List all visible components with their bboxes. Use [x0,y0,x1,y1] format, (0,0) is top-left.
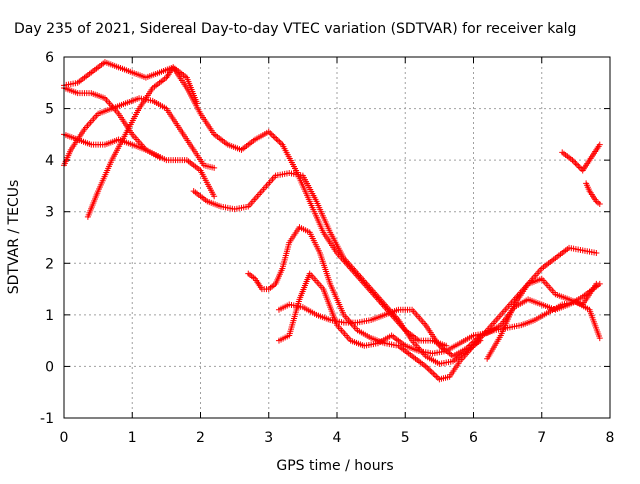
plus-marker [443,342,450,349]
grid-layer [64,57,610,418]
plus-marker [276,138,283,145]
x-tick-label: 3 [264,430,273,446]
plus-marker [572,160,579,167]
plus-marker [267,130,274,137]
plus-marker [428,369,435,376]
ticks-layer: 0 1 2 3 4 5 6 7 8 -1 0 1 2 3 4 5 6 [40,50,614,446]
plus-marker [573,161,580,168]
x-tick-label: 0 [60,430,69,446]
plus-marker [211,193,218,200]
data-series [275,270,603,357]
data-series [61,95,218,171]
plus-marker [274,137,281,144]
x-tick-label: 4 [333,430,342,446]
plus-marker [427,367,434,374]
plus-marker [569,157,576,164]
y-tick-label: 3 [45,205,54,221]
x-tick-label: 1 [128,430,137,446]
x-tick-label: 2 [196,430,205,446]
plus-marker [271,134,278,141]
data-series [484,275,600,362]
y-tick-label: 4 [45,153,54,169]
y-tick-label: 1 [45,308,54,324]
data-series [84,64,201,220]
y-tick-label: 5 [45,102,54,118]
plus-marker [575,163,582,170]
y-tick-label: 2 [45,256,54,272]
data-series [275,298,603,360]
plus-marker [431,372,438,379]
plus-marker [596,200,603,207]
plus-marker [596,335,603,342]
x-tick-label: 7 [537,430,546,446]
plot-frame [63,56,611,419]
plus-marker [570,158,577,165]
x-tick-label: 8 [606,430,615,446]
plus-marker [576,164,583,171]
plus-marker [596,141,603,148]
plus-marker [270,133,277,140]
plus-marker [424,364,431,371]
plus-marker [211,164,218,171]
chart-title: Day 235 of 2021, Sidereal Day-to-day VTE… [14,21,576,37]
plus-marker [593,249,600,256]
y-tick-label: 0 [45,359,54,375]
data-series [583,180,603,207]
y-axis-label: SDTVAR / TECUs [6,180,22,295]
marks-layer [61,59,603,383]
x-tick-label: 5 [401,430,410,446]
x-axis-label: GPS time / hours [276,458,393,474]
x-tick-label: 6 [469,430,478,446]
plus-marker [273,135,280,142]
data-series [559,141,603,174]
y-tick-label: 6 [45,50,54,66]
y-tick-label: -1 [40,411,54,427]
plus-marker [425,366,432,373]
data-series [61,59,450,349]
plus-marker [434,374,441,381]
plus-marker [593,280,600,287]
plus-marker [194,100,201,107]
plus-marker [430,370,437,377]
